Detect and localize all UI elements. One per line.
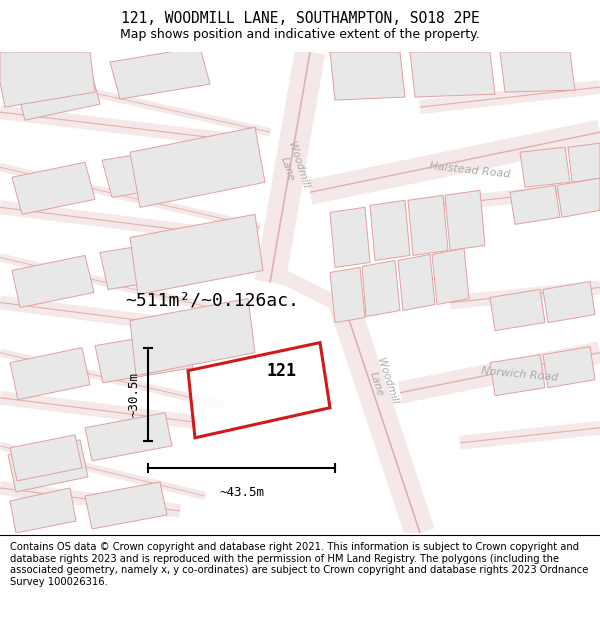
Polygon shape [85,412,172,461]
Polygon shape [432,248,469,304]
Text: Map shows position and indicative extent of the property.: Map shows position and indicative extent… [120,28,480,41]
Polygon shape [12,162,95,214]
Text: 121, WOODMILL LANE, SOUTHAMPTON, SO18 2PE: 121, WOODMILL LANE, SOUTHAMPTON, SO18 2P… [121,11,479,26]
Polygon shape [510,185,560,224]
Polygon shape [130,127,265,208]
Polygon shape [490,289,545,331]
Polygon shape [110,47,210,99]
Polygon shape [330,52,405,100]
Polygon shape [520,148,570,188]
Polygon shape [260,272,370,312]
Polygon shape [10,348,90,400]
Text: ~43.5m: ~43.5m [219,486,264,499]
Text: Contains OS data © Crown copyright and database right 2021. This information is : Contains OS data © Crown copyright and d… [10,542,589,587]
Polygon shape [500,52,575,92]
Polygon shape [15,67,100,120]
Text: 121: 121 [267,362,297,379]
Polygon shape [0,52,95,107]
Polygon shape [12,256,94,308]
Polygon shape [445,190,485,251]
Polygon shape [410,52,495,97]
Polygon shape [102,145,205,198]
Polygon shape [10,488,76,533]
Polygon shape [85,482,167,529]
Polygon shape [130,214,263,294]
Polygon shape [330,268,365,322]
Polygon shape [543,281,595,322]
Polygon shape [398,254,435,311]
Polygon shape [543,347,595,388]
Polygon shape [557,178,600,217]
Polygon shape [330,208,370,268]
Polygon shape [568,143,600,182]
Text: Woodmill
Lane: Woodmill Lane [364,356,400,409]
Text: Woodmill
Lane: Woodmill Lane [275,141,311,194]
Polygon shape [188,342,330,437]
Polygon shape [10,435,82,481]
Polygon shape [8,440,88,492]
Text: ~30.5m: ~30.5m [127,372,140,417]
Polygon shape [100,238,198,289]
Polygon shape [95,331,193,382]
Text: Halstead Road: Halstead Road [429,161,511,179]
Text: ~511m²/~0.126ac.: ~511m²/~0.126ac. [125,291,299,309]
Polygon shape [408,195,448,256]
Polygon shape [370,200,410,261]
Polygon shape [130,299,255,376]
Polygon shape [490,354,545,396]
Text: Norwich Road: Norwich Road [481,366,559,383]
Polygon shape [362,261,400,316]
